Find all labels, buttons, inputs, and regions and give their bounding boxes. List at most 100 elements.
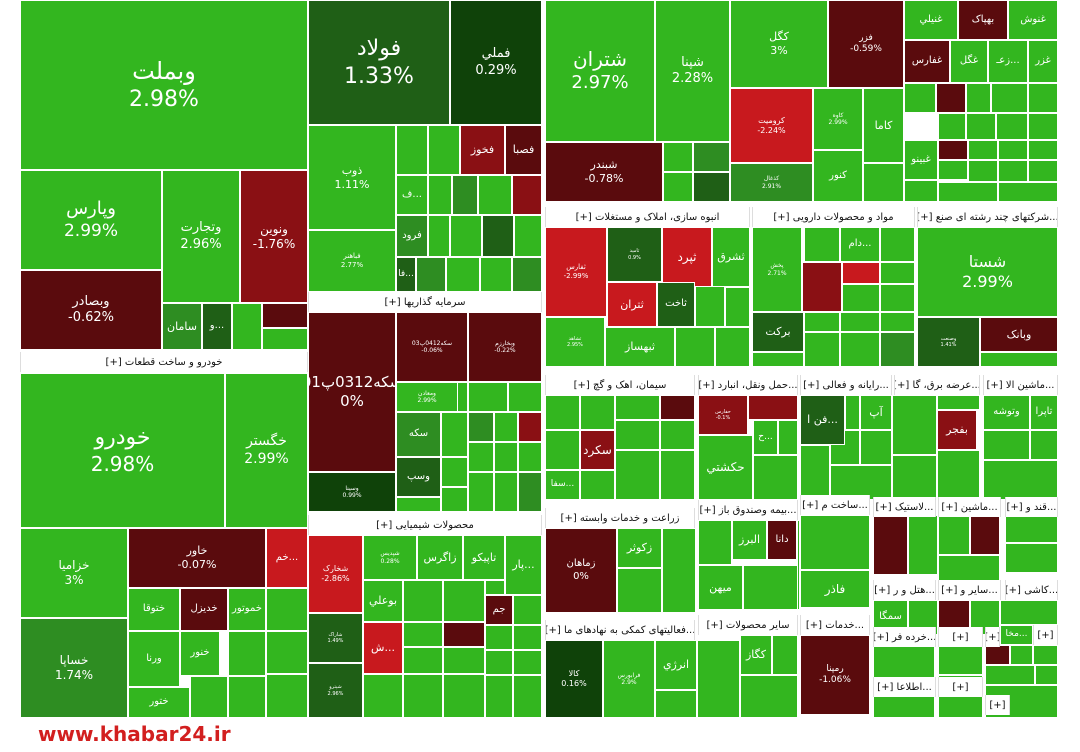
stock-tile-minor[interactable] bbox=[443, 622, 485, 647]
stock-tile-minor[interactable] bbox=[580, 470, 615, 500]
stock-tile-minor[interactable] bbox=[518, 442, 542, 472]
stock-tile-minor[interactable] bbox=[752, 352, 804, 367]
stock-tile-minor[interactable] bbox=[938, 140, 968, 160]
stock-tile-minor[interactable] bbox=[232, 303, 262, 350]
stock-tile-minor[interactable] bbox=[800, 445, 830, 500]
stock-tile-minor[interactable] bbox=[663, 172, 693, 202]
stock-tile-kanvar[interactable]: کنور bbox=[813, 150, 863, 202]
stock-tile-minor[interactable] bbox=[513, 595, 542, 625]
stock-tile-minor[interactable] bbox=[1000, 600, 1058, 625]
stock-tile-minor[interactable] bbox=[228, 631, 266, 676]
stock-tile-minor[interactable] bbox=[840, 312, 880, 332]
stock-tile-minor[interactable] bbox=[985, 645, 1010, 665]
stock-tile-minor[interactable] bbox=[892, 455, 937, 500]
stock-tile-minor[interactable] bbox=[494, 472, 518, 512]
stock-tile-boali[interactable]: بوعلي bbox=[363, 580, 403, 622]
sector-header-etelaa[interactable]: [+] اطلاعا... bbox=[873, 677, 936, 697]
stock-tile-vebank[interactable]: وبانک bbox=[980, 317, 1058, 352]
stock-tile-foolad[interactable]: فولاد 1.33% bbox=[308, 0, 450, 125]
stock-tile-minor[interactable] bbox=[468, 412, 494, 442]
sector-header-ghand[interactable]: [+] قند و... bbox=[1005, 497, 1058, 517]
sector-header-h4[interactable]: [+] bbox=[938, 677, 983, 697]
stock-tile-minor[interactable] bbox=[228, 676, 266, 718]
stock-tile-minor[interactable] bbox=[860, 430, 892, 465]
stock-tile-minor[interactable] bbox=[1028, 160, 1058, 182]
stock-tile-minor[interactable] bbox=[842, 262, 880, 284]
stock-tile-teshahed[interactable]: ثشاهد 2.95% bbox=[545, 317, 605, 367]
sector-header-mashin2[interactable]: [+] ماشین... bbox=[938, 497, 1001, 517]
stock-tile-vetejarat[interactable]: وتجارت 2.96% bbox=[162, 170, 240, 303]
stock-tile-shekhaz[interactable]: شخارک -2.86% bbox=[308, 535, 363, 613]
stock-tile-minor[interactable] bbox=[873, 695, 935, 718]
stock-tile-minor[interactable] bbox=[968, 160, 998, 182]
stock-tile-hesh[interactable]: ح... bbox=[753, 420, 778, 455]
stock-tile-amkala[interactable]: مخا... bbox=[1000, 625, 1033, 645]
stock-tile-minor[interactable] bbox=[840, 332, 880, 367]
stock-tile-minor[interactable] bbox=[1010, 645, 1033, 665]
stock-tile-minor[interactable] bbox=[441, 487, 468, 512]
stock-tile-minor[interactable] bbox=[262, 328, 308, 350]
stock-tile-bahak[interactable]: بهپاک bbox=[958, 0, 1008, 40]
stock-tile-minor[interactable] bbox=[748, 395, 798, 420]
stock-tile-minor[interactable] bbox=[802, 262, 842, 312]
stock-tile-fazar[interactable]: فزر -0.59% bbox=[828, 0, 904, 88]
stock-tile-minor[interactable] bbox=[446, 257, 480, 292]
stock-tile-bejar[interactable]: بفجر bbox=[937, 410, 977, 450]
sector-header-siman[interactable]: [+] سیمان، اهک و گچ bbox=[545, 375, 695, 395]
stock-tile-fenn[interactable]: فن ا... bbox=[800, 395, 845, 445]
stock-tile-minor[interactable] bbox=[863, 163, 904, 202]
stock-tile-ghenoush[interactable]: غنوش bbox=[1008, 0, 1058, 40]
stock-tile-minor[interactable] bbox=[545, 430, 580, 470]
stock-tile-minor[interactable] bbox=[580, 395, 615, 430]
stock-tile-minor[interactable] bbox=[998, 182, 1058, 202]
sector-header-kashi[interactable]: [+] کاشی... bbox=[1005, 580, 1058, 600]
stock-tile-minor[interactable] bbox=[695, 282, 725, 327]
stock-tile-ghegol[interactable]: غگل bbox=[950, 40, 988, 83]
stock-tile-minor[interactable] bbox=[513, 625, 542, 650]
stock-tile-minor[interactable] bbox=[485, 650, 513, 675]
stock-tile-fesapa[interactable]: فصبا bbox=[505, 125, 542, 175]
stock-tile-zekoser[interactable]: زکوثر bbox=[617, 528, 662, 568]
stock-tile-minor[interactable] bbox=[1033, 645, 1058, 665]
stock-tile-khesapa[interactable]: خساپا 1.74% bbox=[20, 618, 128, 718]
stock-tile-minor[interactable] bbox=[518, 412, 542, 442]
stock-tile-minor[interactable] bbox=[892, 395, 937, 455]
stock-tile-minor[interactable] bbox=[615, 450, 660, 500]
stock-tile-minor[interactable] bbox=[485, 580, 505, 595]
sector-header-khordeh[interactable]: [+] خرده فر... bbox=[873, 627, 936, 647]
sector-header-sarmaye[interactable]: [+] سرمایه گذاریها bbox=[308, 292, 542, 312]
stock-tile-khazamia[interactable]: خزامیا 3% bbox=[20, 528, 128, 618]
stock-tile-sekke3[interactable]: سکه bbox=[396, 412, 441, 457]
stock-tile-saman[interactable]: سامان bbox=[162, 303, 202, 350]
sector-header-lastik[interactable]: [+] لاستیک... bbox=[873, 497, 936, 517]
stock-tile-minor[interactable] bbox=[996, 113, 1028, 140]
stock-tile-minor[interactable] bbox=[518, 472, 542, 512]
stock-tile-minor[interactable] bbox=[936, 83, 966, 113]
stock-tile-tefars[interactable]: ثفارس -2.99% bbox=[545, 227, 607, 317]
stock-tile-minor[interactable] bbox=[1005, 515, 1058, 543]
stock-tile-minor[interactable] bbox=[998, 160, 1028, 182]
stock-tile-khetor[interactable]: ختور bbox=[128, 687, 190, 718]
stock-tile-zob[interactable]: ذوب 1.11% bbox=[308, 125, 396, 230]
sector-header-hotel[interactable]: [+] هتل و ر... bbox=[873, 580, 936, 600]
stock-tile-seke2[interactable]: سکه0412پ03 -0.06% bbox=[396, 312, 468, 382]
stock-tile-minor[interactable] bbox=[266, 631, 308, 674]
sector-header-hamlonaghl[interactable]: [+] حمل ونقل، انبارد... bbox=[698, 375, 798, 395]
sector-header-arzeh[interactable]: [+] عرضه برق، گا... bbox=[894, 375, 980, 395]
stock-tile-minor[interactable] bbox=[880, 332, 915, 367]
stock-tile-minor[interactable] bbox=[966, 113, 996, 140]
sector-header-anbooh[interactable]: [+] انبوه سازی، املاک و مستغلات bbox=[545, 207, 750, 227]
stock-tile-minor[interactable] bbox=[660, 395, 695, 420]
stock-tile-kezaghal[interactable]: کذغال 2.91% bbox=[730, 163, 813, 202]
stock-tile-minor[interactable] bbox=[403, 622, 443, 647]
stock-tile-jam[interactable]: جم bbox=[485, 595, 513, 625]
stock-tile-minor[interactable] bbox=[715, 327, 750, 367]
stock-tile-khodro[interactable]: خودرو 2.98% bbox=[20, 373, 225, 528]
stock-tile-tamid[interactable]: ثامید 0.9% bbox=[607, 227, 662, 282]
sector-header-h5[interactable]: [+] bbox=[985, 695, 1010, 715]
stock-tile-kala[interactable]: کالا 0.16% bbox=[545, 640, 603, 718]
stock-tile-minor[interactable] bbox=[880, 227, 915, 262]
stock-tile-minor[interactable] bbox=[468, 442, 494, 472]
stock-tile-vesab[interactable]: وسپ bbox=[396, 457, 441, 497]
stock-tile-dam[interactable]: دام... bbox=[840, 227, 880, 262]
